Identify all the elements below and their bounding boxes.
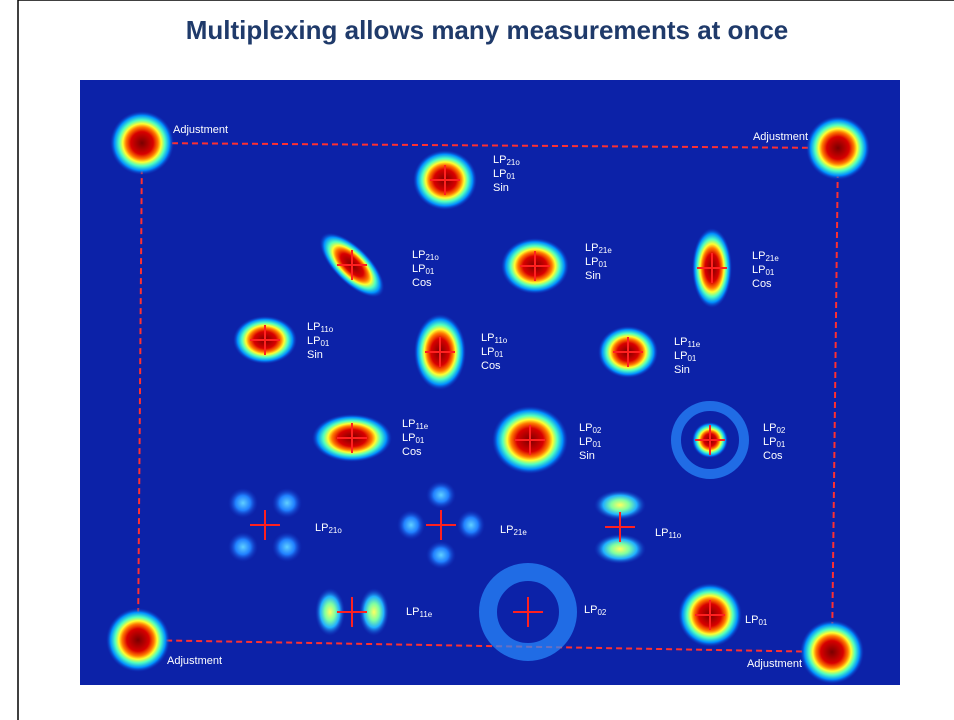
mode-subscript: 01 [687, 354, 696, 363]
mode-name: LP [307, 335, 320, 347]
mode-subscript: 01 [758, 618, 767, 627]
mode-spot [228, 532, 258, 562]
mode-name: LP [579, 422, 592, 434]
mode-name: LP [481, 332, 494, 344]
mode-name: LP [763, 422, 776, 434]
mode-label: Cos [763, 450, 783, 462]
mode-subscript: 01 [765, 268, 774, 277]
mode-label: Cos [481, 360, 501, 372]
mode-name: LP [752, 264, 765, 276]
adjustment-label: Adjustment [167, 655, 222, 667]
mode-subscript: 01 [598, 260, 607, 269]
page: Multiplexing allows many measurements at… [0, 0, 954, 720]
mode-name: LP [493, 168, 506, 180]
mode-spot [106, 608, 170, 672]
mode-name: LP [307, 321, 320, 333]
mode-subscript: 01 [592, 440, 601, 449]
mode-spot [426, 541, 456, 569]
slide: Multiplexing allows many measurements at… [0, 0, 954, 720]
slide-title: Multiplexing allows many measurements at… [186, 15, 789, 45]
mode-spot [397, 510, 425, 540]
mode-subscript: 01 [320, 339, 329, 348]
mode-spot [806, 116, 870, 180]
mode-spot [272, 488, 302, 518]
mode-name: LP [406, 606, 419, 618]
mode-label: Sin [585, 270, 601, 282]
mode-subscript: 21e [765, 254, 779, 263]
mode-subscript: 21o [425, 253, 439, 262]
mode-name: LP [579, 436, 592, 448]
mode-name: LP [412, 249, 425, 261]
mode-name: LP [585, 256, 598, 268]
mode-label: Sin [579, 450, 595, 462]
mode-name: LP [412, 263, 425, 275]
mode-subscript: 21o [506, 158, 520, 167]
mode-spot [800, 620, 864, 684]
mode-subscript: 11e [687, 340, 700, 349]
mode-subscript: 01 [506, 172, 515, 181]
mode-subscript: 21o [328, 526, 342, 535]
mode-spot [272, 532, 302, 562]
mode-label: Cos [412, 277, 432, 289]
mode-name: LP [585, 242, 598, 254]
mode-spot [228, 488, 258, 518]
mode-subscript: 02 [597, 608, 606, 617]
mode-subscript: 11o [494, 336, 507, 345]
adjustment-label: Adjustment [753, 131, 808, 143]
mode-subscript: 01 [494, 350, 503, 359]
mode-subscript: 21e [513, 528, 527, 537]
mode-name: LP [584, 604, 597, 616]
mode-spot [457, 510, 485, 540]
mode-label: Sin [674, 364, 690, 376]
adjustment-label: Adjustment [747, 658, 802, 670]
mode-name: LP [674, 336, 687, 348]
mode-spot [110, 111, 174, 175]
mode-subscript: 11e [419, 610, 432, 619]
mode-name: LP [402, 432, 415, 444]
mode-label: Sin [307, 349, 323, 361]
mode-subscript: 01 [415, 436, 424, 445]
mode-subscript: 02 [776, 426, 785, 435]
mode-subscript: 02 [592, 426, 601, 435]
mode-name: LP [481, 346, 494, 358]
mode-label: Cos [402, 446, 422, 458]
adjustment-label: Adjustment [173, 124, 228, 136]
mode-subscript: 01 [425, 267, 434, 276]
mode-name: LP [315, 522, 328, 534]
mode-label: Sin [493, 182, 509, 194]
mode-name: LP [655, 527, 668, 539]
mode-subscript: 11o [320, 325, 333, 334]
mode-name: LP [745, 614, 758, 626]
mode-name: LP [500, 524, 513, 536]
mode-name: LP [763, 436, 776, 448]
mode-subscript: 11o [668, 531, 681, 540]
mode-subscript: 21e [598, 246, 612, 255]
mode-subscript: 01 [776, 440, 785, 449]
mode-name: LP [752, 250, 765, 262]
mode-name: LP [493, 154, 506, 166]
mode-label: Cos [752, 278, 772, 290]
mode-spot [426, 481, 456, 509]
mode-subscript: 11e [415, 422, 428, 431]
mode-name: LP [402, 418, 415, 430]
mode-name: LP [674, 350, 687, 362]
